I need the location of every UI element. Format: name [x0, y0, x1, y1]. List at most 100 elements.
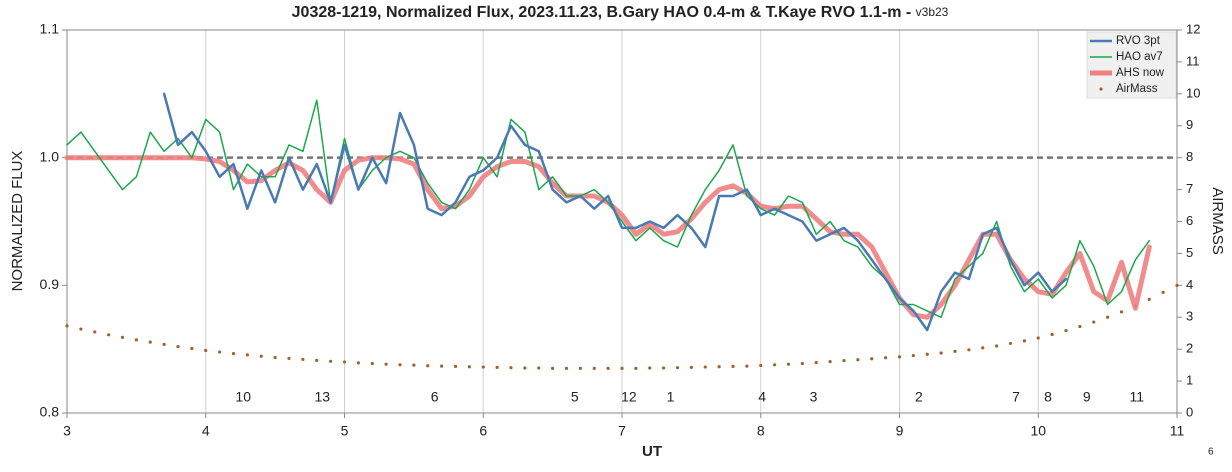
airmass-point [412, 363, 416, 367]
airmass-point [731, 364, 735, 369]
airmass-point [301, 357, 305, 361]
y2-tick-label: 5 [1186, 245, 1193, 260]
plot-frame [66, 29, 1178, 414]
star-label: 11 [1129, 388, 1144, 404]
x-tick-label: 5 [341, 423, 349, 439]
star-label: 10 [235, 388, 251, 404]
airmass-point [120, 335, 125, 339]
airmass-point [204, 348, 208, 353]
airmass-point [162, 342, 166, 346]
y2-tick-label: 11 [1186, 53, 1200, 68]
x-tick-label: 10 [1030, 423, 1046, 439]
y2-tick-label: 1 [1186, 373, 1193, 388]
airmass-point [342, 360, 347, 364]
legend-label: HAO av7 [1116, 51, 1163, 63]
x-tick-label: 7 [618, 423, 626, 439]
airmass-point [828, 360, 832, 364]
airmass-point [856, 358, 860, 362]
airmass-point [689, 365, 693, 369]
airmass-point [1119, 310, 1124, 314]
series-line [162, 92, 1068, 332]
series-line [66, 99, 1151, 319]
airmass-point [537, 366, 541, 370]
y-axis-label: NORMALIZED FLUX [9, 151, 26, 292]
airmass-point [995, 344, 999, 348]
y2-tick-label: 7 [1186, 181, 1193, 196]
airmass-point [1147, 297, 1151, 301]
airmass-point [675, 366, 680, 370]
airmass-point [953, 349, 957, 354]
airmass-point [1022, 339, 1026, 343]
airmass-point [759, 363, 763, 368]
y2-tick-label: 8 [1186, 149, 1193, 164]
y2-tick-label: 0 [1186, 404, 1193, 419]
airmass-point [65, 324, 69, 328]
y-tick-label: 0.8 [40, 404, 60, 420]
star-label: 7 [1012, 388, 1020, 404]
airmass-point [648, 366, 652, 370]
star-label: 1 [667, 388, 675, 404]
airmass-point [1106, 315, 1110, 319]
x-tick-label: 3 [63, 423, 71, 439]
airmass-point [745, 364, 749, 368]
x-tick-label: 4 [202, 423, 210, 439]
airmass-point [634, 366, 638, 370]
airmass-point [884, 356, 888, 360]
airmass-point [273, 355, 277, 360]
chart-subtitle: v3b23 [916, 5, 949, 19]
star-label: 8 [1044, 388, 1052, 404]
x-tick-label: 6 [479, 423, 487, 439]
airmass-point [370, 361, 374, 366]
y-tick-label: 0.9 [40, 276, 60, 292]
y2-tick-label: 9 [1186, 117, 1193, 132]
airmass-point [620, 366, 624, 370]
airmass-point [1161, 290, 1165, 294]
airmass-point [134, 338, 138, 342]
chart-title-group: J0328-1219, Normalized Flux, 2023.11.23,… [292, 4, 949, 21]
airmass-point [662, 366, 666, 370]
airmass-point [287, 356, 291, 361]
airmass-point [245, 353, 249, 357]
airmass-point [509, 366, 513, 370]
star-label: 5 [571, 388, 579, 404]
y2-tick-label: 10 [1186, 85, 1200, 100]
airmass-point [259, 354, 263, 358]
airmass-point [440, 364, 444, 368]
airmass-point [1175, 283, 1179, 287]
airmass-point [606, 366, 610, 370]
star-label: 2 [915, 388, 923, 404]
airmass-point [773, 363, 777, 367]
airmass-point [897, 355, 902, 359]
legend-label: AirMass [1116, 83, 1158, 95]
airmass-point [495, 365, 499, 369]
airmass-point [967, 348, 971, 352]
airmass-point [426, 364, 430, 368]
airmass-point [107, 333, 111, 337]
legend-box [1086, 31, 1177, 99]
airmass-point [218, 350, 222, 354]
airmass-point [939, 351, 943, 355]
airmass-point [717, 365, 721, 369]
airmass-point [1036, 336, 1040, 340]
y-tick-label: 1.0 [40, 148, 60, 164]
x-tick-label: 11 [1170, 423, 1185, 439]
airmass-point [870, 357, 874, 361]
airmass-point [176, 345, 180, 349]
star-label: 3 [810, 388, 818, 404]
airmass-point [551, 366, 555, 370]
airmass-point [578, 366, 582, 370]
airmass-point [190, 346, 194, 351]
airmass-point [481, 365, 485, 369]
airmass-point [925, 352, 929, 356]
y2-tick-label: 3 [1186, 309, 1193, 324]
airmass-point [842, 359, 846, 363]
airmass-point [981, 346, 985, 350]
airmass-point [800, 361, 804, 366]
page-number: 6 [1208, 447, 1214, 458]
airmass-point [1092, 320, 1096, 324]
legend-label: AHS now [1116, 67, 1165, 79]
star-label: 12 [621, 388, 637, 404]
airmass-point [1008, 341, 1013, 346]
airmass-point [356, 361, 360, 365]
